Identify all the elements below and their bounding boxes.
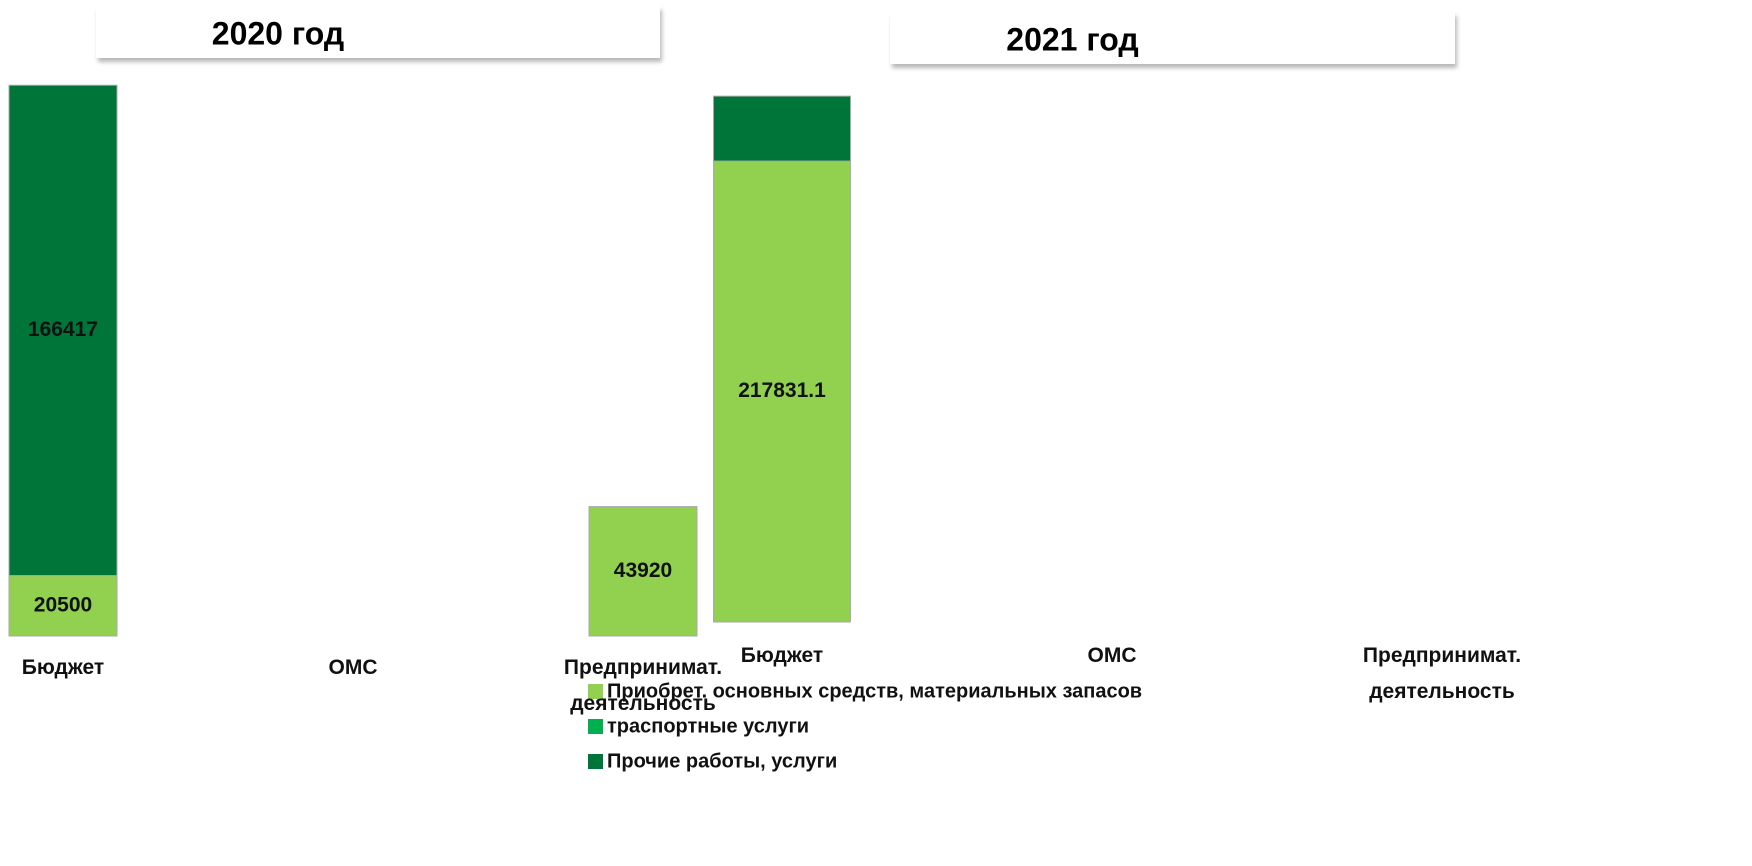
chart-title: 2021 год (1006, 21, 1138, 57)
data-label: 166417 (28, 318, 98, 341)
bar-segment (8, 575, 118, 637)
legend-label: Приобрет. основных средств, материальных… (607, 680, 1142, 702)
x-tick-label: ОМС (1087, 644, 1137, 667)
bar-segment (588, 506, 698, 637)
x-tick-label: ОМС (328, 656, 378, 679)
legend-marker (588, 754, 603, 769)
x-tick-label: Предпринимат. деятельность (1362, 644, 1522, 703)
x-tick-label: Бюджет (740, 644, 824, 667)
legend-label: Прочие работы, услуги (607, 750, 837, 772)
bar-segment (8, 84, 118, 577)
legend-marker (588, 719, 603, 734)
bar-segment (713, 160, 851, 623)
data-label: 20500 (34, 593, 92, 616)
data-label: 43920 (614, 559, 672, 582)
legend-marker (588, 684, 603, 699)
data-label: 217831.1 (738, 379, 826, 402)
chart-title: 2020 год (212, 15, 344, 51)
title-box (890, 12, 1455, 64)
title-box (96, 6, 660, 58)
legend-label: траспортные услуги (607, 715, 809, 737)
bar-segment (713, 95, 851, 162)
x-tick-label: Бюджет (21, 656, 105, 679)
x-tick-label: Предпринимат. деятельность (563, 656, 723, 715)
